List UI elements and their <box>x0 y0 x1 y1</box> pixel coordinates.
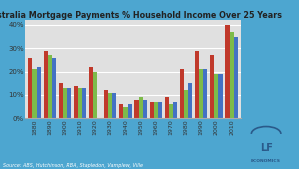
Bar <box>154 102 158 118</box>
Bar <box>230 32 234 118</box>
Bar <box>184 90 188 118</box>
Bar <box>63 88 67 118</box>
Bar <box>74 86 78 118</box>
Bar <box>210 55 214 118</box>
Bar <box>180 69 184 118</box>
Bar <box>135 100 139 118</box>
Bar <box>44 51 48 118</box>
Bar <box>104 90 108 118</box>
Bar <box>158 102 162 118</box>
Bar <box>112 93 116 118</box>
Bar <box>173 102 177 118</box>
Bar <box>143 100 147 118</box>
Bar <box>225 25 230 118</box>
Bar <box>199 69 203 118</box>
Bar <box>234 37 238 118</box>
Bar <box>195 51 199 118</box>
Bar <box>108 93 112 118</box>
Bar <box>219 74 222 118</box>
Bar <box>150 102 154 118</box>
Bar <box>214 74 219 118</box>
Text: ECONOMICS: ECONOMICS <box>251 159 281 163</box>
Bar <box>82 88 86 118</box>
Bar <box>48 55 52 118</box>
Bar <box>169 104 173 118</box>
Bar <box>52 58 56 118</box>
Bar <box>78 88 82 118</box>
Bar <box>123 107 127 118</box>
Bar <box>127 104 132 118</box>
Bar <box>28 58 33 118</box>
Bar <box>188 83 192 118</box>
Bar <box>67 88 71 118</box>
Text: Source: ABS, Hutchinson, RBA, Stapledon, Vamplew, Ville: Source: ABS, Hutchinson, RBA, Stapledon,… <box>3 163 143 168</box>
Bar <box>59 83 63 118</box>
Text: LF: LF <box>260 143 273 153</box>
Bar <box>33 69 36 118</box>
Bar <box>203 69 208 118</box>
Bar <box>89 67 93 118</box>
Bar <box>93 72 97 118</box>
Bar <box>139 97 143 118</box>
Bar <box>165 97 169 118</box>
Bar <box>119 104 123 118</box>
Bar <box>36 67 41 118</box>
Title: Australia Mortgage Payments % Household Income Over 25 Years: Australia Mortgage Payments % Household … <box>0 10 282 19</box>
